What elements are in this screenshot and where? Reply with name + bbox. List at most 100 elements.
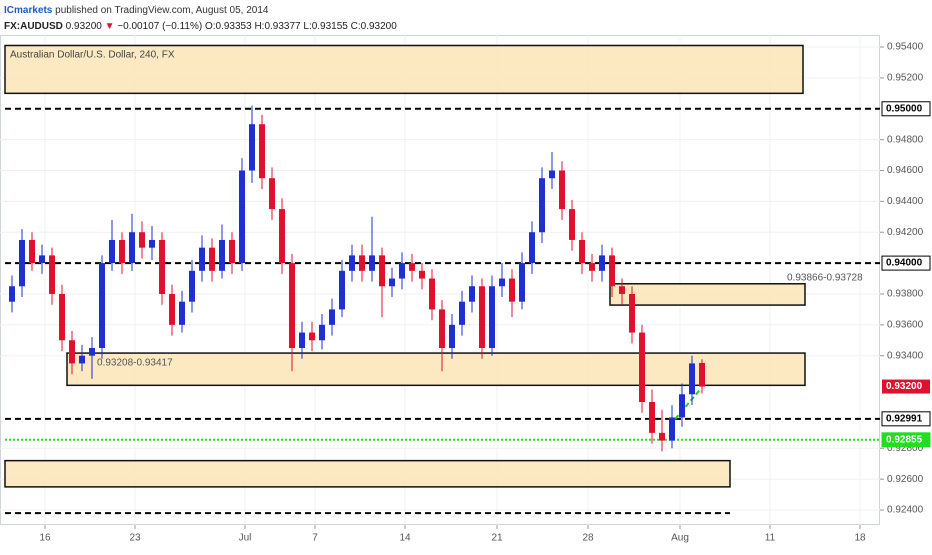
- candle-body: [289, 263, 295, 348]
- candle-body: [259, 124, 265, 179]
- candle-body: [589, 263, 595, 271]
- y-tick-label: 0.92800: [887, 443, 924, 454]
- candle-body: [209, 247, 215, 271]
- candle-body: [449, 324, 455, 348]
- candle-body: [379, 255, 385, 287]
- candle-body: [219, 239, 225, 271]
- candle-body: [559, 170, 565, 210]
- candle-body: [539, 178, 545, 233]
- candle-body: [689, 363, 695, 395]
- candle-body: [519, 263, 525, 302]
- candle-body: [149, 239, 155, 248]
- x-tick-label: 21: [491, 533, 503, 544]
- x-tick-label: Jul: [239, 533, 252, 544]
- level-label: 0.92991: [886, 413, 923, 424]
- candle-body: [29, 239, 35, 264]
- zone: [4, 459, 731, 488]
- candle-body: [549, 170, 555, 179]
- candle-body: [399, 263, 405, 279]
- candle-body: [319, 324, 325, 341]
- candle-body: [169, 293, 175, 325]
- candle-body: [629, 293, 635, 333]
- y-tick-label: 0.93600: [887, 319, 924, 330]
- level-label: 0.94000: [886, 258, 923, 269]
- y-tick-label: 0.93800: [887, 289, 924, 300]
- candle-body: [269, 178, 275, 210]
- zone: [66, 352, 806, 387]
- symbol: FX:AUDUSD: [4, 21, 63, 32]
- candle-body: [619, 286, 625, 294]
- candle-body: [349, 255, 355, 271]
- candle-body: [509, 278, 515, 302]
- zone: [609, 283, 806, 306]
- candle-body: [459, 301, 465, 325]
- candle-body: [679, 394, 685, 418]
- candle-body: [359, 255, 365, 271]
- y-tick-label: 0.95200: [887, 73, 924, 84]
- published: published on TradingView.com, August 05,…: [55, 5, 269, 16]
- candle-body: [159, 239, 165, 294]
- candle-body: [499, 278, 505, 287]
- x-tick-label: 16: [39, 533, 51, 544]
- candle-body: [129, 232, 135, 264]
- candle-body: [79, 355, 85, 364]
- zone-label: 0.93866-0.93728: [787, 272, 863, 283]
- candle-body: [469, 286, 475, 302]
- price: 0.93200: [66, 21, 103, 32]
- candle-body: [99, 263, 105, 348]
- candle-body: [339, 270, 345, 310]
- header-line: ICmarkets published on TradingView.com, …: [4, 5, 269, 16]
- zone-label: 0.93208-0.93417: [97, 358, 173, 369]
- candle-body: [119, 239, 125, 264]
- candle-body: [669, 417, 675, 441]
- x-tick-label: 7: [312, 533, 318, 544]
- candle-body: [439, 309, 445, 348]
- candle-body: [19, 239, 25, 287]
- candle-body: [229, 239, 235, 264]
- candle-body: [649, 401, 655, 433]
- candle-body: [639, 332, 645, 402]
- y-tick-label: 0.92400: [887, 505, 924, 516]
- plot-frame: [0, 35, 880, 525]
- y-tick-label: 0.94200: [887, 227, 924, 238]
- x-tick-label: Aug: [671, 533, 689, 544]
- candle-body: [489, 286, 495, 348]
- y-tick-label: 0.92600: [887, 474, 924, 485]
- x-tick-label: 28: [582, 533, 594, 544]
- candle-body: [299, 332, 305, 348]
- candle-body: [59, 293, 65, 341]
- candle-body: [699, 362, 705, 387]
- candle-body: [239, 170, 245, 264]
- candle-body: [109, 239, 115, 264]
- candle-body: [89, 347, 95, 356]
- level-label: 0.92855: [886, 434, 923, 445]
- candle-body: [199, 247, 205, 271]
- level-label-box: [881, 411, 931, 427]
- x-tick-label: 11: [765, 533, 776, 544]
- level-label-box: [881, 432, 931, 448]
- candle-body: [529, 232, 535, 264]
- candle-body: [309, 332, 315, 341]
- zone: [4, 44, 804, 95]
- x-tick-label: 18: [854, 533, 866, 544]
- candle-body: [139, 232, 145, 248]
- candle-body: [599, 255, 605, 271]
- candle-body: [179, 301, 185, 325]
- candle-body: [189, 270, 195, 302]
- y-tick-label: 0.93400: [887, 350, 924, 361]
- candle-body: [389, 278, 395, 287]
- y-tick-label: 0.95400: [887, 42, 924, 53]
- last-price-label: 0.93200: [886, 381, 923, 392]
- publisher: ICmarkets: [4, 5, 53, 16]
- y-tick-label: 0.94600: [887, 165, 924, 176]
- candle-body: [39, 255, 45, 264]
- candle-body: [429, 278, 435, 310]
- x-tick-label: 14: [399, 533, 411, 544]
- level-label-box: [881, 255, 931, 271]
- candle-body: [69, 340, 75, 364]
- candle-body: [49, 255, 55, 294]
- level-label-box: [881, 101, 931, 117]
- candle-body: [659, 432, 665, 441]
- candle-body: [609, 255, 615, 287]
